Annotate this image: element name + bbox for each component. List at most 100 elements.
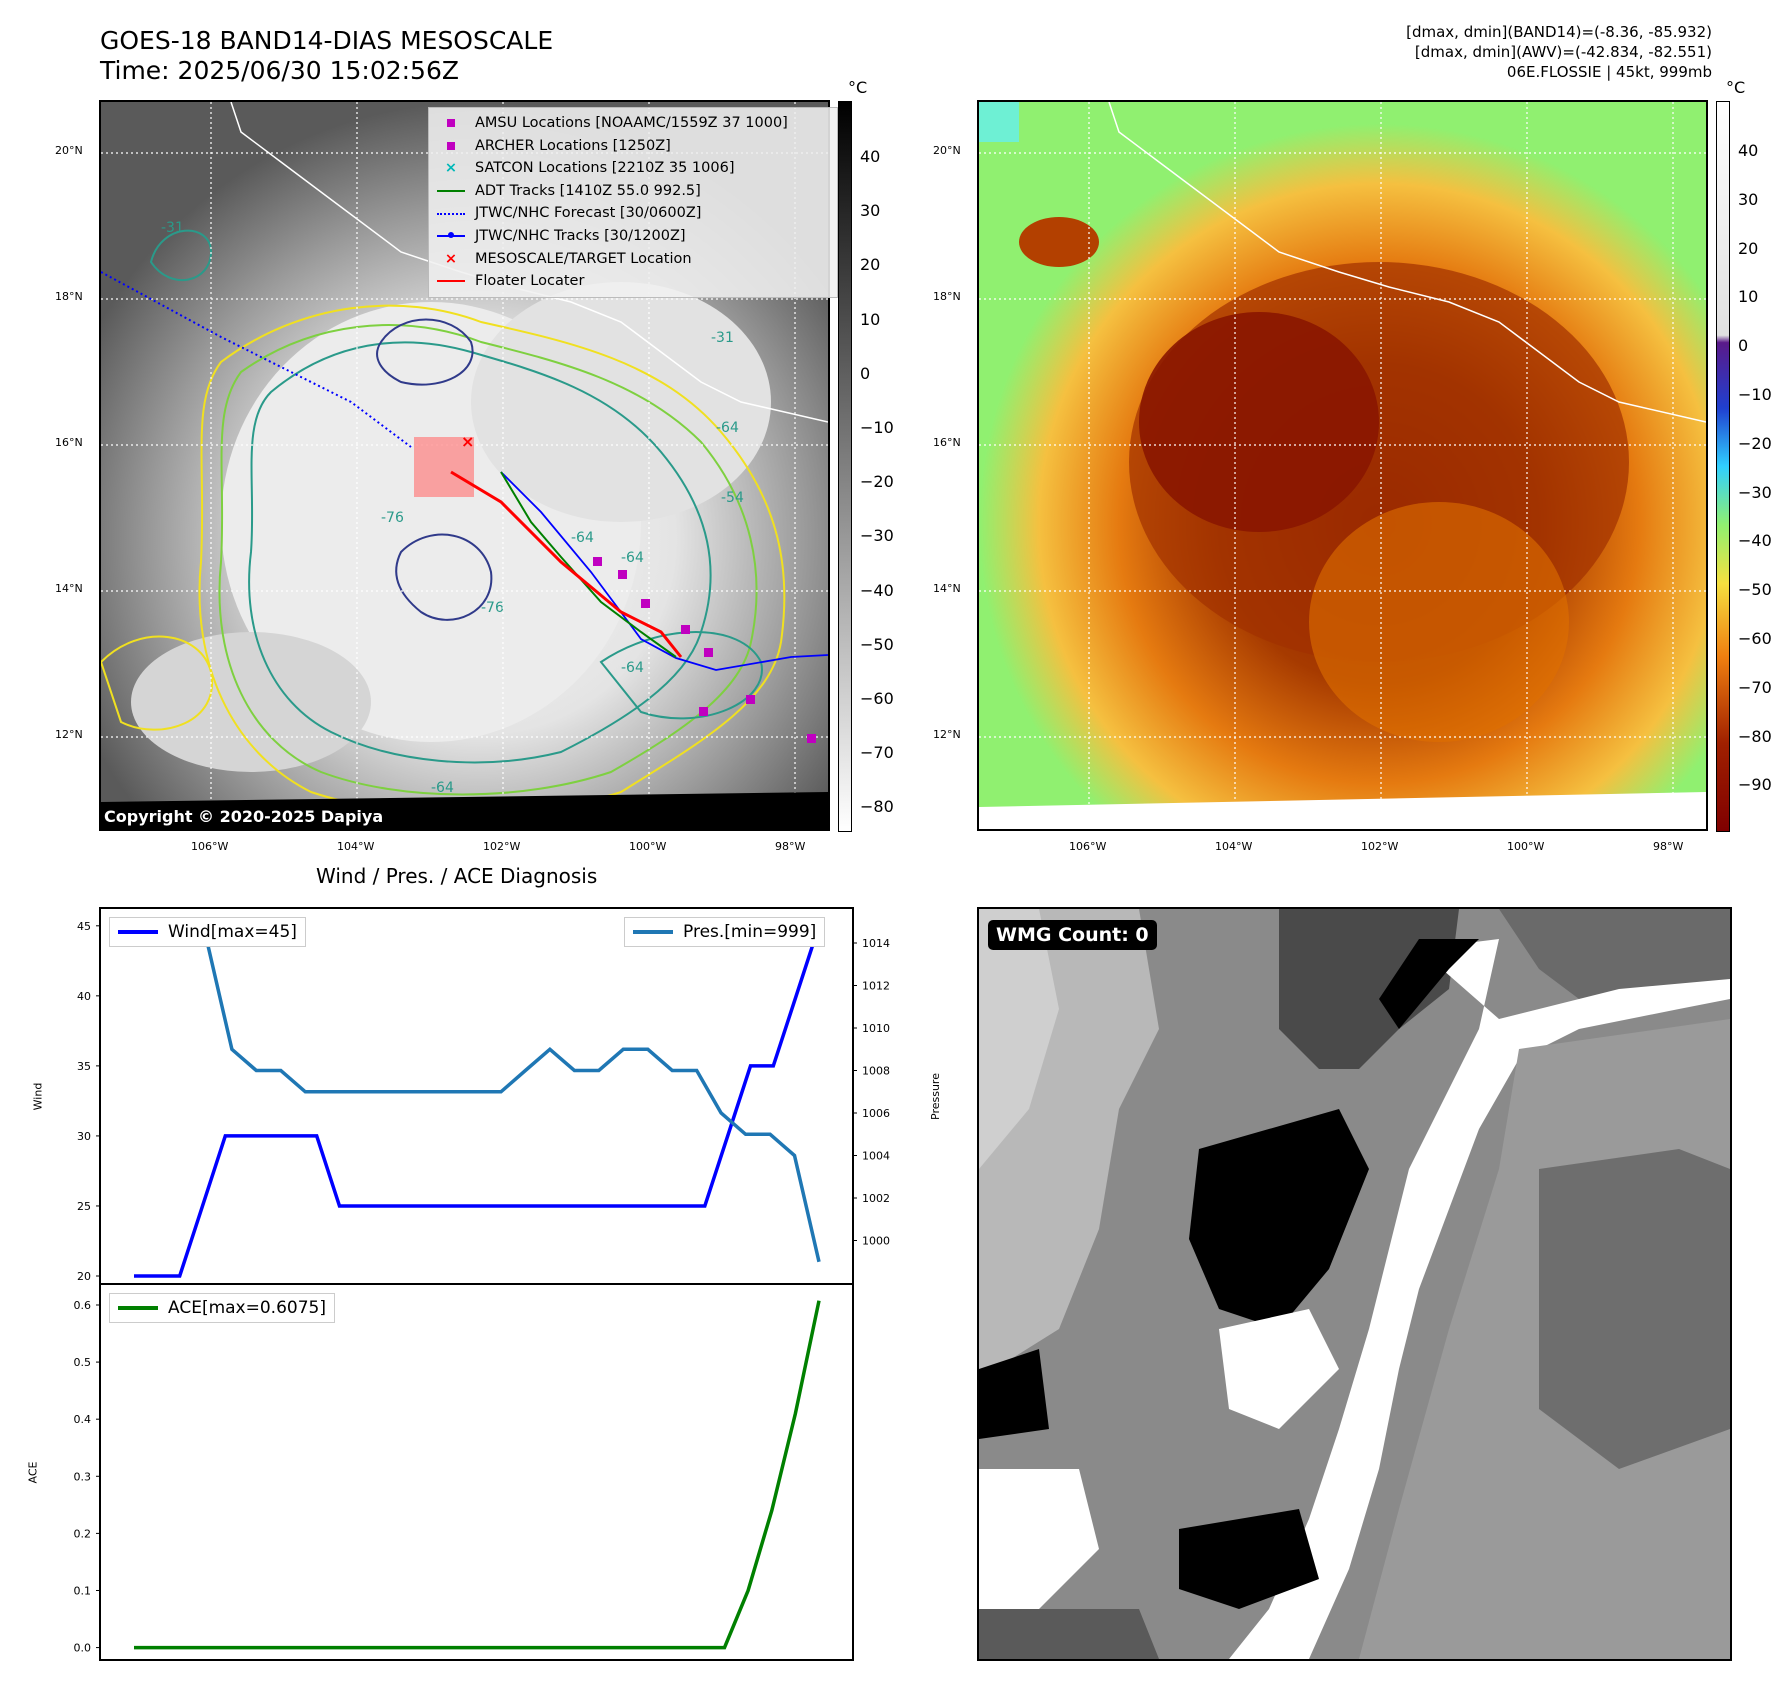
- y-tick-label: 40: [77, 990, 91, 1003]
- colorbar-tick-label: 10: [1738, 287, 1759, 307]
- y2-tick-label: 1012: [862, 980, 890, 993]
- lon-tick-label: 106°W: [1069, 840, 1107, 853]
- svg-text:×: ×: [461, 432, 474, 451]
- wmg-count-badge: WMG Count: 0: [988, 920, 1157, 950]
- colorbar-tick-label: −80: [860, 797, 894, 817]
- lon-tick-label: 106°W: [191, 840, 229, 853]
- y-tick-label: 0.4: [74, 1413, 92, 1426]
- colorbar-tick-label: 10: [860, 309, 881, 329]
- ace-chart: 0.0 0.1 0.2 0.3 0.4 0.5 0.6: [74, 1283, 854, 1661]
- wmg-image: [979, 909, 1730, 1659]
- lat-tick-label: 14°N: [55, 582, 83, 595]
- legend-item: ADT Tracks [1410Z 55.0 992.5]: [437, 180, 829, 203]
- contour-label: -64: [621, 660, 644, 676]
- y-tick-label: 20: [77, 1270, 91, 1283]
- pressure-axis-label: Pressure: [928, 1073, 942, 1120]
- ace-axis-label: ACE: [26, 1461, 40, 1484]
- contour-label: -31: [161, 220, 184, 236]
- wmg-panel: [977, 907, 1732, 1661]
- copyright-text: Copyright © 2020-2025 Dapiya: [100, 804, 828, 830]
- lon-tick-label: 98°W: [1653, 840, 1684, 853]
- colorbar-tick-label: −40: [860, 580, 894, 600]
- lat-tick-label: 18°N: [933, 290, 961, 303]
- colorbar-tick-label: 40: [860, 147, 881, 166]
- ir-colorbar: [838, 101, 852, 832]
- colorbar-tick-label: −20: [860, 472, 894, 492]
- lat-tick-label: 16°N: [55, 436, 83, 449]
- lon-tick-label: 98°W: [775, 840, 806, 853]
- colorbar-tick-label: −20: [1738, 433, 1772, 453]
- lat-tick-label: 12°N: [55, 728, 83, 741]
- contour-label: -31: [711, 330, 734, 346]
- contour-label: -64: [571, 530, 594, 546]
- y-tick-label: 0.0: [74, 1642, 92, 1655]
- contour-label: -76: [381, 510, 404, 526]
- awv-map-image: [979, 102, 1706, 829]
- colorbar-tick-label: −50: [1738, 580, 1772, 600]
- wind-series-line: [134, 925, 821, 1278]
- colorbar-tick-label: −90: [1738, 775, 1772, 795]
- lon-tick-label: 102°W: [483, 840, 521, 853]
- y-tick-label: 0.3: [74, 1470, 92, 1483]
- ace-legend: ACE[max=0.6075]: [109, 1293, 335, 1323]
- legend-item: ARCHER Locations [1250Z]: [437, 135, 829, 158]
- lon-tick-label: 104°W: [337, 840, 375, 853]
- wind-pressure-chart: 20 25 30 35 40 45 1000 1002 1004 1006 1008 1010 1012…: [77, 907, 890, 1285]
- y-tick-label: 0.6: [74, 1299, 92, 1312]
- lon-tick-label: 100°W: [629, 840, 667, 853]
- colorbar-tick-label: −10: [860, 418, 894, 437]
- colorbar-tick-label: 0: [860, 363, 871, 383]
- lon-tick-label: 100°W: [1507, 840, 1545, 853]
- colorbar-tick-label: −80: [1738, 726, 1772, 746]
- y2-tick-label: 1006: [862, 1107, 890, 1120]
- colorbar-tick-label: −50: [860, 634, 894, 654]
- lat-tick-label: 12°N: [933, 728, 961, 741]
- y-tick-label: 35: [77, 1060, 91, 1073]
- colorbar-tick-label: −40: [1738, 531, 1772, 551]
- y-tick-label: 0.2: [74, 1527, 92, 1540]
- y-tick-label: 0.1: [74, 1584, 92, 1597]
- y-tick-label: 30: [77, 1130, 91, 1143]
- colorbar-tick-label: −70: [860, 743, 894, 763]
- lat-tick-label: 16°N: [933, 436, 961, 449]
- colorbar-tick-label: −10: [1738, 385, 1772, 404]
- colorbar-tick-label: 20: [860, 255, 881, 275]
- y-tick-label: 0.5: [74, 1356, 92, 1369]
- figure-title: GOES-18 BAND14-DIAS MESOSCALE Time: 2025/…: [100, 26, 554, 85]
- diagnosis-title: Wind / Pres. / ACE Diagnosis: [316, 864, 598, 888]
- legend-item: Floater Locater: [437, 270, 829, 293]
- contour-label: -64: [716, 420, 739, 436]
- legend-item: × MESOSCALE/TARGET Location: [444, 250, 692, 267]
- colorbar-tick-label: 30: [1738, 189, 1759, 209]
- wind-legend: Wind[max=45]: [109, 917, 306, 947]
- legend-item: JTWC/NHC Forecast [30/0600Z]: [437, 202, 829, 225]
- y2-tick-label: 1002: [862, 1192, 890, 1205]
- y-tick-label: 25: [77, 1200, 91, 1213]
- y2-tick-label: 1004: [862, 1150, 890, 1163]
- contour-label: -64: [431, 780, 454, 796]
- colorbar-tick-label: 30: [860, 201, 881, 221]
- awv-map-panel: [977, 100, 1708, 831]
- lat-tick-label: 14°N: [933, 582, 961, 595]
- lat-tick-label: 18°N: [55, 290, 83, 303]
- colorbar-unit: °C: [1726, 78, 1746, 97]
- colorbar-tick-label: −60: [860, 689, 894, 708]
- colorbar-tick-label: −30: [860, 526, 894, 546]
- contour-label: -54: [721, 490, 744, 506]
- lon-tick-label: 104°W: [1215, 840, 1253, 853]
- wind-axis-label: Wind: [31, 1082, 45, 1111]
- colorbar-tick-label: −30: [1738, 482, 1772, 502]
- y2-tick-label: 1000: [862, 1235, 890, 1248]
- y2-tick-label: 1008: [862, 1065, 890, 1078]
- y2-tick-label: 1010: [862, 1022, 890, 1035]
- colorbar-unit: °C: [848, 78, 868, 97]
- y2-tick-label: 1014: [862, 937, 890, 950]
- pressure-series-line: [134, 941, 821, 1263]
- colorbar-tick-label: 0: [1738, 336, 1749, 356]
- contour-label: -76: [481, 600, 504, 616]
- awv-colorbar: [1716, 101, 1730, 832]
- lat-tick-label: 20°N: [933, 144, 961, 157]
- colorbar-tick-label: −60: [1738, 629, 1772, 648]
- legend-item: × SATCON Locations [2210Z 35 1006]: [444, 160, 735, 177]
- colorbar-tick-label: −70: [1738, 677, 1772, 697]
